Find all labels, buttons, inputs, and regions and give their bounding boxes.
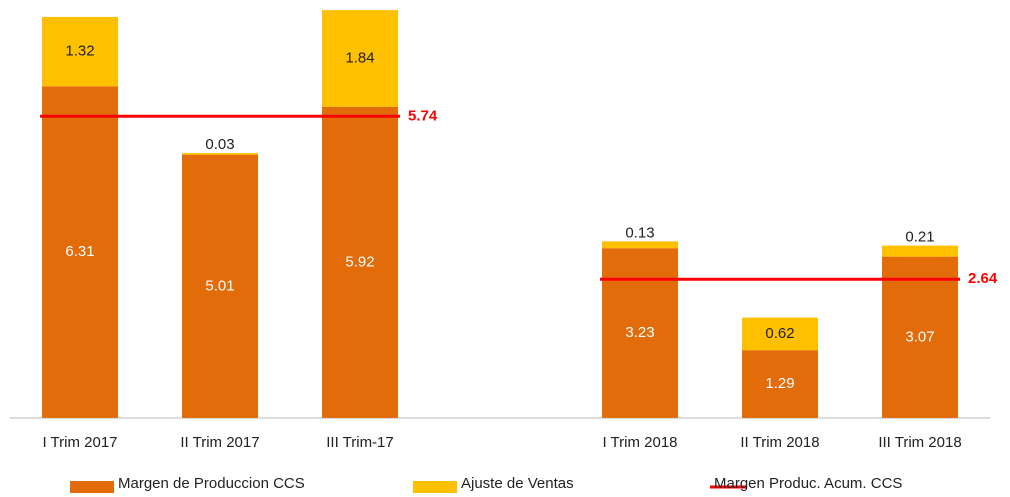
bar-segment <box>42 86 118 419</box>
x-tick-label: I Trim 2018 <box>602 434 677 451</box>
line-label: 5.74 <box>408 107 438 124</box>
bar-segment <box>322 10 398 107</box>
data-label: 0.62 <box>765 325 794 342</box>
data-label: 3.23 <box>625 324 654 341</box>
legend-label: Ajuste de Ventas <box>461 475 574 492</box>
data-label: 5.01 <box>205 277 234 294</box>
data-label: 0.03 <box>205 136 234 153</box>
data-label: 6.31 <box>65 243 94 260</box>
bar-segment <box>322 106 398 419</box>
line-label: 2.64 <box>968 270 998 287</box>
x-tick-label: III Trim-17 <box>326 434 394 451</box>
bar-segment <box>882 245 958 257</box>
data-label: 1.29 <box>765 375 794 392</box>
bar-segment <box>742 350 818 418</box>
x-tick-label: I Trim 2017 <box>42 434 117 451</box>
x-tick-label: II Trim 2017 <box>180 434 259 451</box>
data-label: 0.13 <box>625 224 654 241</box>
data-label: 5.92 <box>345 253 374 270</box>
x-tick-label: II Trim 2018 <box>740 434 819 451</box>
bar-segment <box>602 248 678 418</box>
legend-swatch <box>70 481 114 493</box>
bar-segment <box>882 256 958 418</box>
bar-segment <box>182 153 258 155</box>
data-label: 1.32 <box>65 43 94 60</box>
bar-segment <box>42 16 118 87</box>
legend-label: Margen Produc. Acum. CCS <box>714 475 902 492</box>
data-label: 1.84 <box>345 49 374 66</box>
bar-segment <box>742 317 818 351</box>
legend-label: Margen de Produccion CCS <box>118 475 305 492</box>
bar-segment <box>182 154 258 418</box>
data-label: 3.07 <box>905 328 934 345</box>
x-tick-label: III Trim 2018 <box>878 434 961 451</box>
legend-swatch <box>413 481 457 493</box>
bar-segment <box>602 241 678 249</box>
data-label: 0.21 <box>905 229 934 246</box>
